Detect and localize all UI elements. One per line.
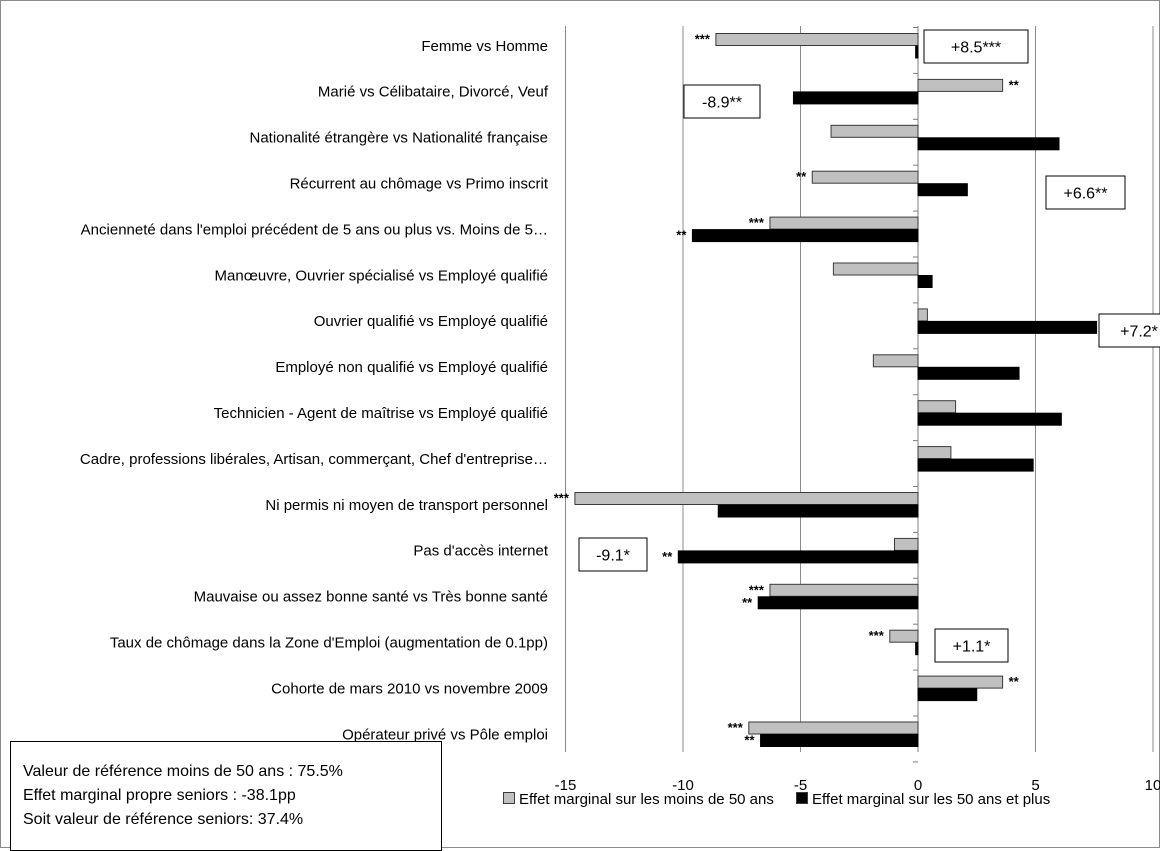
annotation-label: -9.1* bbox=[596, 548, 630, 565]
category-label: Technicien - Agent de maîtrise vs Employ… bbox=[214, 405, 548, 422]
category-label: Ni permis ni moyen de transport personne… bbox=[265, 497, 548, 514]
note-line-1: Valeur de référence moins de 50 ans : 75… bbox=[23, 763, 343, 780]
category-label: Femme vs Homme bbox=[421, 38, 548, 55]
bar-under-50 bbox=[917, 446, 952, 460]
annotation-box bbox=[1098, 313, 1160, 348]
annotation-boxes: +8.5*** -8.9** +6.6** +7.2* -9.1* +1.1* bbox=[578, 29, 1160, 663]
bar-under-50 bbox=[832, 262, 919, 276]
annotation-box bbox=[934, 628, 1009, 663]
significance-label: ** bbox=[744, 733, 755, 748]
bar-under-50 bbox=[811, 170, 919, 184]
category-label: Manœuvre, Ouvrier spécialisé vs Employé … bbox=[215, 267, 548, 284]
bar-50-plus bbox=[917, 320, 1098, 334]
bar-under-50 bbox=[769, 583, 919, 597]
significance-label: *** bbox=[869, 628, 885, 643]
bar-50-plus bbox=[677, 550, 919, 564]
annotation-box bbox=[1045, 175, 1126, 210]
bar-under-50 bbox=[917, 78, 1004, 92]
bar-under-50 bbox=[917, 675, 1004, 689]
x-tick-label: -10 bbox=[672, 777, 694, 794]
bar-50-plus bbox=[691, 229, 919, 243]
annotation-box bbox=[578, 537, 648, 572]
legend-label-50-plus: Effet marginal sur les 50 ans et plus bbox=[812, 791, 1051, 808]
x-tick-label: 10 bbox=[1145, 777, 1160, 794]
significance-label: *** bbox=[749, 215, 765, 230]
category-labels: Femme vs Homme Marié vs Célibataire, Divo… bbox=[80, 38, 549, 744]
significance-label: ** bbox=[662, 549, 673, 564]
category-label: Nationalité étrangère vs Nationalité fra… bbox=[250, 130, 549, 147]
annotation-box bbox=[923, 29, 1029, 64]
x-tick-labels: -15 -10 -5 0 5 10 bbox=[555, 777, 1160, 794]
bar-50-plus bbox=[915, 642, 919, 656]
category-label: Taux de chômage dans la Zone d'Emploi (a… bbox=[110, 634, 548, 651]
bar-under-50 bbox=[872, 354, 919, 368]
significance-label: *** bbox=[695, 32, 711, 47]
x-tick-label: -5 bbox=[794, 777, 807, 794]
category-label: Pas d'accès internet bbox=[413, 543, 548, 560]
annotation-label: +1.1* bbox=[953, 639, 991, 656]
bar-50-plus bbox=[917, 458, 1034, 472]
x-tick-label: 5 bbox=[1031, 777, 1039, 794]
significance-label: ** bbox=[1009, 77, 1020, 92]
bar-under-50 bbox=[894, 537, 919, 551]
significance-label: ** bbox=[796, 169, 807, 184]
bar-50-plus bbox=[917, 366, 1020, 380]
bars bbox=[574, 33, 1098, 747]
bar-50-plus bbox=[917, 275, 933, 288]
legend-label-under-50: Effet marginal sur les moins de 50 ans bbox=[519, 791, 774, 808]
category-label: Ouvrier qualifié vs Employé qualifié bbox=[314, 313, 548, 330]
bar-50-plus bbox=[917, 183, 968, 197]
significance-label: ** bbox=[1009, 674, 1020, 689]
significance-label: ** bbox=[676, 228, 687, 243]
bar-50-plus bbox=[915, 45, 919, 59]
category-label: Cadre, professions libérales, Artisan, c… bbox=[80, 451, 548, 468]
category-label: Cohorte de mars 2010 vs novembre 2009 bbox=[271, 680, 548, 697]
significance-label: *** bbox=[749, 582, 765, 597]
chart-legend: Effet marginal sur les moins de 50 ans E… bbox=[503, 791, 1068, 808]
category-label: Employé non qualifié vs Employé qualifié bbox=[275, 359, 548, 376]
bar-under-50 bbox=[917, 308, 928, 322]
significance-label: *** bbox=[728, 720, 744, 735]
annotation-label: -8.9** bbox=[702, 95, 742, 112]
annotation-box bbox=[683, 84, 761, 119]
bar-50-plus bbox=[917, 412, 1062, 426]
annotation-label: +8.5*** bbox=[951, 40, 1001, 57]
bar-under-50 bbox=[715, 33, 919, 46]
bar-50-plus bbox=[757, 596, 919, 610]
bar-50-plus bbox=[760, 734, 919, 747]
x-tick-label: 0 bbox=[914, 777, 922, 794]
category-label: Ancienneté dans l'emploi précédent de 5 … bbox=[81, 221, 548, 238]
x-tick-label: -15 bbox=[555, 777, 577, 794]
category-label: Mauvaise ou assez bonne santé vs Très bo… bbox=[194, 589, 548, 606]
significance-label: *** bbox=[554, 491, 570, 506]
bar-under-50 bbox=[769, 216, 919, 230]
note-line-3: Soit valeur de référence seniors: 37.4% bbox=[23, 811, 304, 828]
bar-50-plus bbox=[792, 91, 919, 105]
bar-50-plus bbox=[717, 504, 919, 518]
bar-under-50 bbox=[748, 721, 919, 735]
legend-item-under-50: Effet marginal sur les moins de 50 ans bbox=[503, 791, 774, 808]
reference-note-box: Valeur de référence moins de 50 ans : 75… bbox=[10, 741, 442, 851]
significance-label: ** bbox=[742, 595, 753, 610]
annotation-label: +7.2* bbox=[1120, 324, 1158, 341]
bar-under-50 bbox=[830, 124, 919, 138]
bar-50-plus bbox=[917, 688, 978, 702]
bar-50-plus bbox=[917, 137, 1060, 151]
bar-under-50 bbox=[889, 629, 919, 643]
annotation-label: +6.6** bbox=[1063, 186, 1107, 203]
note-line-2: Effet marginal propre seniors : -38.1pp bbox=[23, 787, 296, 804]
bar-under-50 bbox=[574, 492, 919, 505]
category-label: Récurrent au chômage vs Primo inscrit bbox=[290, 175, 549, 192]
legend-item-50-plus: Effet marginal sur les 50 ans et plus bbox=[796, 791, 1050, 808]
legend-swatch-50-plus bbox=[796, 792, 809, 804]
bar-under-50 bbox=[917, 400, 957, 414]
category-label: Marié vs Célibataire, Divorcé, Veuf bbox=[318, 84, 549, 101]
category-label: Opérateur privé vs Pôle emploi bbox=[342, 726, 548, 743]
legend-swatch-under-50 bbox=[503, 792, 515, 804]
